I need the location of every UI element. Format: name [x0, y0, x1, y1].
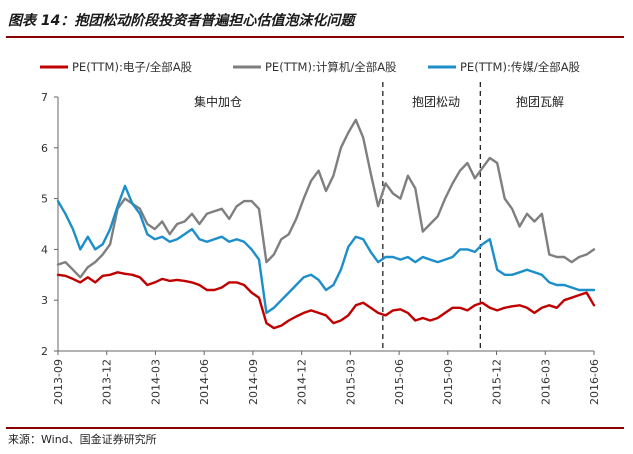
y-tick-label: 5	[41, 193, 48, 206]
y-tick-label: 6	[41, 142, 48, 155]
x-tick-label: 2016-03	[539, 359, 552, 405]
legend-label-computer: PE(TTM):计算机/全部A股	[265, 60, 397, 74]
region-label-concentrated: 集中加仓	[194, 94, 242, 109]
x-tick-label: 2015-03	[344, 359, 357, 405]
x-tick-label: 2014-03	[149, 359, 162, 405]
series-lines	[56, 118, 596, 330]
chart-title: 图表 14：抱团松动阶段投资者普遍担心估值泡沫化问题	[8, 13, 355, 29]
series-line-1	[56, 118, 596, 279]
y-tick-label: 7	[41, 91, 48, 104]
legend-label-media: PE(TTM):传媒/全部A股	[460, 60, 581, 74]
source-note: 来源：Wind、国金证券研究所	[8, 433, 157, 446]
x-axis: 2013-09 2013-12 2014-03 2014-06 2014-09 2014-…	[52, 350, 601, 405]
x-tick-label: 2014-06	[198, 359, 211, 405]
pe-line-chart: PE(TTM):电子/全部A股 PE(TTM):计算机/全部A股 PE(TTM)…	[40, 60, 601, 405]
legend: PE(TTM):电子/全部A股 PE(TTM):计算机/全部A股 PE(TTM)…	[40, 60, 581, 74]
period-labels: 集中加仓 抱团松动 抱团瓦解	[194, 94, 564, 109]
x-tick-label: 2013-12	[101, 359, 114, 405]
x-tick-label: 2015-12	[491, 359, 504, 405]
series-line-0	[56, 271, 596, 330]
x-tick-label: 2013-09	[52, 359, 65, 405]
y-tick-label: 2	[41, 345, 48, 358]
region-label-collapse: 抱团瓦解	[516, 94, 564, 109]
title-rule	[6, 36, 624, 38]
x-tick-label: 2015-06	[393, 359, 406, 405]
series-line-2	[56, 184, 596, 315]
region-label-loosening: 抱团松动	[412, 94, 460, 109]
y-tick-label: 4	[41, 243, 48, 256]
footer-rule	[6, 427, 624, 429]
y-tick-label: 3	[41, 294, 48, 307]
x-tick-label: 2014-12	[296, 359, 309, 405]
x-tick-label: 2014-09	[247, 359, 260, 405]
x-tick-label: 2015-09	[442, 359, 455, 405]
x-tick-label: 2016-06	[588, 359, 601, 405]
y-axis: 2 3 4 5 6 7	[41, 91, 59, 358]
legend-label-electronics: PE(TTM):电子/全部A股	[72, 60, 193, 74]
